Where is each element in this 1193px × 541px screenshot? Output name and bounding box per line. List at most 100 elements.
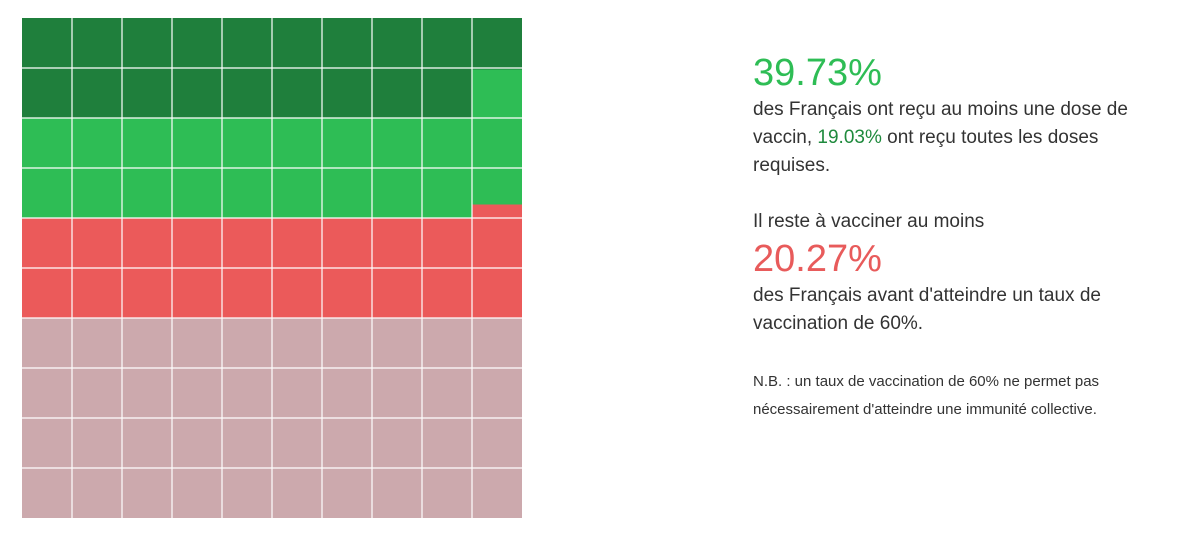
waffle-cell-segment-4 — [172, 468, 222, 518]
waffle-cell-segment-4 — [422, 368, 472, 419]
waffle-cell-segment-3 — [472, 204, 522, 219]
waffle-cell-segment-1 — [322, 68, 372, 119]
waffle-cell-segment-4 — [72, 318, 122, 369]
waffle-cell-segment-4 — [22, 368, 72, 419]
waffle-cell-segment-4 — [72, 368, 122, 419]
waffle-cell-segment-1 — [422, 18, 472, 69]
waffle-cell-segment-4 — [272, 368, 322, 419]
waffle-cell-segment-4 — [122, 468, 172, 518]
waffle-cell-segment-3 — [372, 218, 422, 269]
waffle-cell-segment-4 — [172, 418, 222, 469]
at-least-one-dose-text: des Français ont reçu au moins une dose … — [753, 99, 1128, 148]
waffle-cell-segment-1 — [422, 68, 472, 119]
waffle-cell-segment-1 — [322, 18, 372, 69]
waffle-cell-segment-2 — [322, 118, 372, 169]
waffle-cell-segment-2 — [372, 118, 422, 169]
waffle-cell-segment-4 — [472, 418, 522, 469]
waffle-cell-segment-1 — [272, 18, 322, 69]
waffle-cell-segment-3 — [72, 218, 122, 269]
footnote: N.B. : un taux de vaccination de 60% ne … — [753, 373, 1100, 418]
waffle-cell-segment-4 — [472, 468, 522, 518]
waffle-cell-segment-4 — [372, 468, 422, 518]
waffle-cell-segment-4 — [222, 418, 272, 469]
waffle-cell-segment-3 — [122, 268, 172, 319]
waffle-cell-segment-1 — [272, 68, 322, 119]
waffle-cell-segment-4 — [422, 468, 472, 518]
remaining-text: des Français avant d'atteindre un taux d… — [753, 285, 1101, 334]
waffle-cell-segment-1 — [122, 18, 172, 69]
waffle-cell-segment-3 — [272, 218, 322, 269]
waffle-cell-segment-4 — [72, 418, 122, 469]
waffle-cell-segment-4 — [422, 318, 472, 369]
waffle-cell-segment-4 — [322, 468, 372, 518]
waffle-cell-segment-4 — [122, 368, 172, 419]
waffle-cell-segment-2 — [422, 118, 472, 169]
waffle-cell-segment-4 — [372, 418, 422, 469]
waffle-cell-segment-4 — [22, 468, 72, 518]
remaining-label: Il reste à vacciner au moins — [753, 211, 985, 232]
waffle-cell-segment-2 — [122, 168, 172, 219]
waffle-cell-segment-1 — [72, 18, 122, 69]
waffle-cell-segment-4 — [122, 418, 172, 469]
fully-vaccinated-percent: 19.03% — [817, 127, 882, 148]
waffle-cell-segment-2 — [372, 168, 422, 219]
dose-description: des Français ont reçu au moins une dose … — [753, 96, 1173, 180]
waffle-cell-segment-3 — [272, 268, 322, 319]
waffle-cell-segment-2 — [72, 118, 122, 169]
waffle-cell-segment-3 — [22, 268, 72, 319]
waffle-cell-segment-4 — [472, 318, 522, 369]
at-least-one-dose-percent: 39.73% — [753, 52, 882, 94]
waffle-cell-segment-2 — [222, 118, 272, 169]
waffle-cell-segment-1 — [472, 68, 522, 70]
waffle-cell-segment-1 — [372, 68, 422, 119]
waffle-cell-segment-1 — [172, 68, 222, 119]
waffle-cell-segment-4 — [72, 468, 122, 518]
waffle-cell-segment-1 — [22, 18, 72, 69]
waffle-cell-segment-2 — [272, 118, 322, 169]
waffle-cell-segment-4 — [372, 368, 422, 419]
waffle-cell-segment-3 — [422, 218, 472, 269]
waffle-cell-segment-4 — [472, 368, 522, 419]
waffle-cell-segment-3 — [22, 218, 72, 269]
waffle-cell-segment-4 — [422, 418, 472, 469]
waffle-cell-segment-2 — [222, 168, 272, 219]
waffle-cell-segment-1 — [472, 18, 522, 69]
waffle-cell-segment-4 — [222, 468, 272, 518]
waffle-cell-segment-4 — [322, 418, 372, 469]
waffle-cell-segment-2 — [22, 168, 72, 219]
waffle-cell-segment-3 — [472, 268, 522, 319]
stats-panel: 39.73% des Français ont reçu au moins un… — [753, 50, 1173, 424]
waffle-cell-segment-2 — [322, 168, 372, 219]
waffle-cell-segment-3 — [122, 218, 172, 269]
waffle-cell-segment-1 — [22, 68, 72, 119]
waffle-cell-segment-3 — [172, 218, 222, 269]
waffle-cell-segment-4 — [172, 368, 222, 419]
waffle-cell-segment-2 — [472, 118, 522, 169]
waffle-cell-segment-3 — [372, 268, 422, 319]
waffle-cell-segment-2 — [122, 118, 172, 169]
waffle-cell-segment-4 — [372, 318, 422, 369]
waffle-cell-segment-2 — [472, 69, 522, 119]
waffle-cell-segment-2 — [172, 168, 222, 219]
waffle-cell-segment-4 — [272, 468, 322, 518]
waffle-cell-segment-4 — [172, 318, 222, 369]
waffle-cell-segment-1 — [222, 18, 272, 69]
waffle-cell-segment-1 — [372, 18, 422, 69]
waffle-cell-segment-3 — [222, 218, 272, 269]
waffle-cell-segment-3 — [472, 218, 522, 269]
waffle-cell-segment-4 — [222, 318, 272, 369]
waffle-cell-segment-2 — [422, 168, 472, 219]
waffle-cell-segment-3 — [322, 218, 372, 269]
waffle-cell-segment-2 — [22, 118, 72, 169]
waffle-cell-segment-2 — [272, 168, 322, 219]
waffle-cell-segment-1 — [222, 68, 272, 119]
waffle-cell-segment-2 — [72, 168, 122, 219]
waffle-cell-segment-2 — [472, 168, 522, 205]
waffle-cell-segment-3 — [422, 268, 472, 319]
waffle-cell-segment-4 — [22, 418, 72, 469]
waffle-cell-segment-2 — [172, 118, 222, 169]
waffle-cell-segment-1 — [172, 18, 222, 69]
waffle-cell-segment-1 — [72, 68, 122, 119]
waffle-cell-segment-4 — [322, 318, 372, 369]
remaining-percent: 20.27% — [753, 238, 882, 280]
